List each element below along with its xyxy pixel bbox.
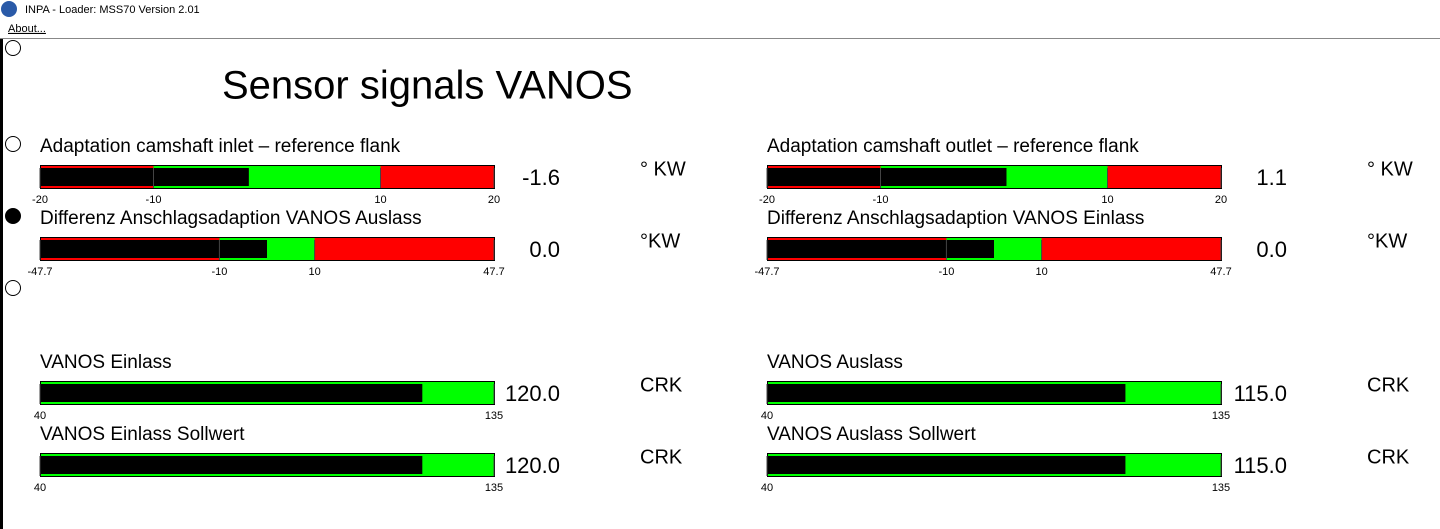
gauge-tick-label: -10 <box>211 266 227 278</box>
gauge-bar <box>768 456 1126 474</box>
radio-button[interactable] <box>5 136 21 152</box>
gauge-unit: ° KW <box>640 158 686 180</box>
gauge-tick-label: -10 <box>873 194 889 206</box>
gauge-tick-label: 10 <box>1035 266 1047 278</box>
gauge-unit: CRK <box>640 446 683 468</box>
gauge-tick-label: 135 <box>485 410 503 422</box>
left-stripe <box>0 39 3 529</box>
gauge-unit: CRK <box>640 374 683 396</box>
gauge-tick-label: -10 <box>146 194 162 206</box>
gauge-tick-label: 40 <box>761 482 773 494</box>
heading: Sensor signals VANOS <box>222 64 633 108</box>
menu-about[interactable]: About... <box>8 23 46 35</box>
gauge-tick-label: 40 <box>34 410 46 422</box>
gauge-tick-label: 135 <box>1212 410 1230 422</box>
gauge-bar <box>768 240 994 258</box>
gauge-tick-label: 47.7 <box>483 266 504 278</box>
radio-button[interactable] <box>5 280 21 296</box>
gauge-label: Differenz Anschlagsadaption VANOS Einlas… <box>767 208 1144 229</box>
window-title: INPA - Loader: MSS70 Version 2.01 <box>25 4 200 16</box>
gauge-bar <box>41 168 249 186</box>
gauge-bar <box>41 456 423 474</box>
gauge-value: 0.0 <box>529 237 560 262</box>
gauge-tick-label: -47.7 <box>27 266 52 278</box>
radio-button-selected[interactable] <box>5 208 21 224</box>
gauge-bar <box>41 384 423 402</box>
gauge-tick-label: 40 <box>761 410 773 422</box>
gauge-bar <box>768 168 1007 186</box>
gauge-tick-label: -20 <box>759 194 775 206</box>
gauge-value: -1.6 <box>522 165 560 190</box>
gauge-label: Adaptation camshaft inlet – reference fl… <box>40 136 401 157</box>
gauge-value: 0.0 <box>1256 237 1287 262</box>
gauge-tick-label: 47.7 <box>1210 266 1231 278</box>
gauge-tick-label: -47.7 <box>754 266 779 278</box>
gauge-label: Adaptation camshaft outlet – reference f… <box>767 136 1139 157</box>
gauge-label: VANOS Auslass <box>767 352 903 373</box>
gauge-value: 120.0 <box>505 381 560 406</box>
gauge-label: VANOS Einlass <box>40 352 172 373</box>
gauge-tick-label: 135 <box>485 482 503 494</box>
gauge-tick-label: 40 <box>34 482 46 494</box>
gauge-bar <box>768 384 1126 402</box>
gauge-tick-label: 135 <box>1212 482 1230 494</box>
gauge-label: VANOS Auslass Sollwert <box>767 424 976 445</box>
gauge-label: VANOS Einlass Sollwert <box>40 424 245 445</box>
gauge-tick-label: -20 <box>32 194 48 206</box>
gauge-unit: CRK <box>1367 374 1410 396</box>
gauge-unit: °KW <box>640 230 680 252</box>
gauge-value: 115.0 <box>1234 453 1287 478</box>
gauge-tick-label: 20 <box>488 194 500 206</box>
gauge-tick-label: 20 <box>1215 194 1227 206</box>
gauge-tick-label: 10 <box>374 194 386 206</box>
gauge-value: 1.1 <box>1256 165 1287 190</box>
gauge-unit: CRK <box>1367 446 1410 468</box>
gauge-tick-label: 10 <box>1101 194 1113 206</box>
app-icon <box>1 1 17 17</box>
gauge-tick-label: -10 <box>938 266 954 278</box>
gauge-unit: °KW <box>1367 230 1407 252</box>
gauge-value: 120.0 <box>505 453 560 478</box>
radio-button[interactable] <box>5 40 21 56</box>
gauge-unit: ° KW <box>1367 158 1413 180</box>
gauge-tick-label: 10 <box>308 266 320 278</box>
gauge-bar <box>41 240 267 258</box>
gauge-value: 115.0 <box>1234 381 1287 406</box>
gauge-label: Differenz Anschlagsadaption VANOS Auslas… <box>40 208 422 229</box>
